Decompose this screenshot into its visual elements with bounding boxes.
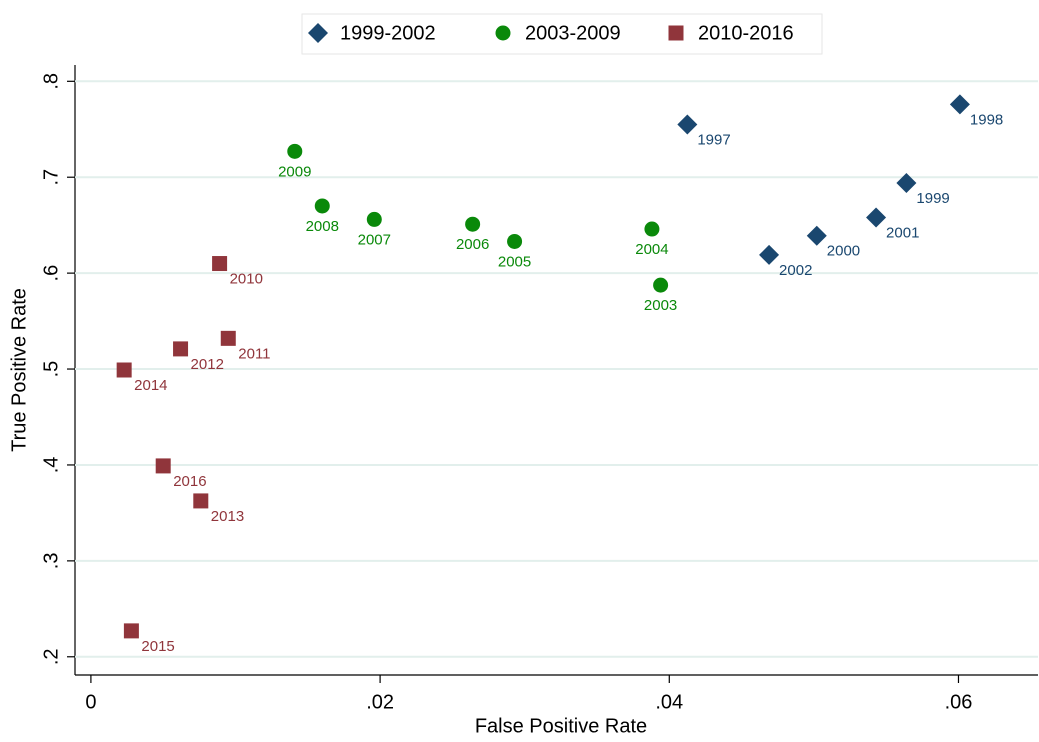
legend-marker: [495, 25, 511, 41]
x-tick-label: .06: [945, 691, 973, 713]
point: [314, 198, 330, 214]
x-tick-label: .02: [366, 691, 394, 713]
point-label: 2014: [134, 377, 167, 394]
point: [465, 216, 481, 232]
y-tick-label: .5: [40, 361, 62, 378]
legend-label: 1999-2002: [340, 22, 436, 44]
y-tick-label: .8: [40, 73, 62, 90]
y-tick-label: .7: [40, 169, 62, 186]
legend-box: [301, 13, 823, 55]
point: [653, 277, 669, 293]
legend-label: 2010-2016: [698, 22, 794, 44]
point: [366, 211, 382, 227]
point: [212, 256, 228, 272]
point-label: 2004: [635, 241, 668, 258]
y-tick-label: .4: [40, 457, 62, 474]
point-label: 2001: [886, 224, 919, 241]
point-label: 1999: [916, 190, 949, 207]
point-label: 2013: [211, 508, 244, 525]
point: [866, 207, 887, 228]
point: [759, 244, 780, 265]
point: [123, 623, 139, 639]
x-tick-label: 0: [85, 691, 96, 713]
point: [507, 233, 523, 249]
point: [193, 493, 209, 509]
point: [220, 330, 236, 346]
point-label: 2015: [141, 638, 174, 655]
point-label: 2000: [827, 243, 860, 260]
point-label: 2010: [230, 271, 263, 288]
point-label: 2011: [238, 345, 270, 362]
point: [677, 114, 698, 135]
point-label: 2016: [173, 473, 206, 490]
point-label: 2008: [306, 218, 339, 235]
y-tick-label: .3: [40, 553, 62, 570]
point-label: 2006: [456, 236, 489, 253]
point: [173, 341, 189, 357]
point: [806, 225, 827, 246]
point-label: 1997: [697, 131, 730, 148]
legend-marker: [668, 25, 684, 41]
point: [116, 362, 132, 378]
point: [644, 221, 660, 237]
point: [155, 458, 171, 474]
point: [287, 143, 303, 159]
x-tick-label: .04: [655, 691, 683, 713]
point-label: 2002: [779, 262, 812, 279]
legend-marker: [308, 23, 328, 43]
point-label: 2003: [644, 297, 677, 314]
y-tick-label: .2: [40, 648, 62, 665]
point: [896, 172, 917, 193]
point: [949, 94, 970, 115]
point-label: 2007: [358, 231, 391, 248]
point-label: 1998: [970, 111, 1003, 128]
y-tick-label: .6: [40, 265, 62, 282]
y-axis-label: True Positive Rate: [8, 288, 30, 452]
point-label: 2005: [498, 253, 531, 270]
point-label: 2009: [278, 163, 311, 180]
point-label: 2012: [191, 356, 224, 373]
legend-label: 2003-2009: [525, 22, 621, 44]
x-axis-label: False Positive Rate: [475, 715, 647, 737]
